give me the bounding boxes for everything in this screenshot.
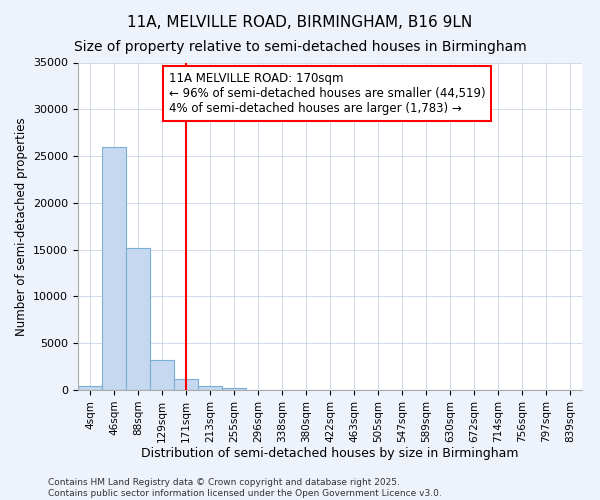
Text: 11A MELVILLE ROAD: 170sqm
← 96% of semi-detached houses are smaller (44,519)
4% : 11A MELVILLE ROAD: 170sqm ← 96% of semi-… [169, 72, 485, 116]
Bar [222, 388, 246, 390]
Bar [126, 248, 150, 390]
Bar [102, 146, 126, 390]
Text: 11A, MELVILLE ROAD, BIRMINGHAM, B16 9LN: 11A, MELVILLE ROAD, BIRMINGHAM, B16 9LN [127, 15, 473, 30]
Bar [198, 386, 222, 390]
Y-axis label: Number of semi-detached properties: Number of semi-detached properties [14, 117, 28, 336]
Bar [150, 360, 174, 390]
Bar [174, 379, 198, 390]
X-axis label: Distribution of semi-detached houses by size in Birmingham: Distribution of semi-detached houses by … [141, 448, 519, 460]
Bar [78, 386, 102, 390]
Text: Contains HM Land Registry data © Crown copyright and database right 2025.
Contai: Contains HM Land Registry data © Crown c… [48, 478, 442, 498]
Text: Size of property relative to semi-detached houses in Birmingham: Size of property relative to semi-detach… [74, 40, 526, 54]
